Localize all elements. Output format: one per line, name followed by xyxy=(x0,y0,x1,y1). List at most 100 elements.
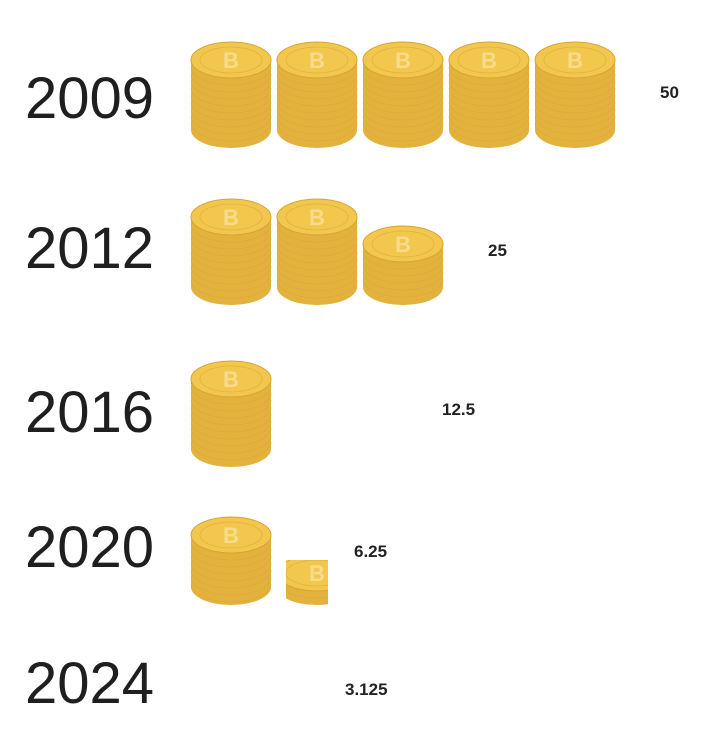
coin-ridge xyxy=(448,101,530,121)
coin-stack: B xyxy=(276,41,358,148)
coin-stack: B xyxy=(276,198,358,305)
coin-ridge xyxy=(276,80,358,100)
coin-top xyxy=(534,41,616,79)
coin-top xyxy=(190,41,272,79)
year-label-2020: 2020 xyxy=(25,515,154,580)
coin-ridge xyxy=(276,258,358,278)
coin-ridge xyxy=(190,441,272,461)
coin-ridge xyxy=(534,87,616,107)
coin-ridge xyxy=(448,115,530,135)
coin-ridge xyxy=(190,583,272,603)
coin-stack: B xyxy=(534,41,616,148)
coin-side xyxy=(277,60,357,148)
coin-side xyxy=(277,435,357,467)
coin-top-rim xyxy=(200,693,262,719)
coin-stack: B xyxy=(190,360,272,467)
coin-ridge xyxy=(286,590,328,599)
coin-symbol: B xyxy=(481,48,497,73)
coin-ridge xyxy=(362,115,444,135)
coin-top xyxy=(190,198,272,236)
coin-side xyxy=(191,60,271,148)
coin-symbol: B xyxy=(223,205,239,230)
coin-ridge xyxy=(534,73,616,93)
year-label-2012: 2012 xyxy=(25,216,154,281)
coin-ridge xyxy=(362,87,444,107)
coin-ridge xyxy=(190,399,272,419)
coin-ridge xyxy=(448,108,530,128)
coin-ridge xyxy=(190,541,272,561)
coin-ridge xyxy=(190,122,272,142)
coin-ridge xyxy=(276,223,358,243)
coin-ridge xyxy=(276,279,358,299)
coin-ridge xyxy=(362,66,444,86)
coin-ridge xyxy=(362,250,444,270)
coin-ridge xyxy=(534,101,616,121)
coin-side xyxy=(449,60,529,148)
coin-symbol: B xyxy=(309,205,325,230)
coin-ridge xyxy=(362,257,444,277)
coin-side xyxy=(191,706,271,731)
value-label-2012: 25 xyxy=(488,241,507,260)
coin-ridge xyxy=(190,258,272,278)
coin-stack: B xyxy=(190,41,272,148)
coin-ridge xyxy=(190,562,272,582)
coin-symbol: B xyxy=(223,367,239,392)
coin-ridge xyxy=(190,265,272,285)
coin-side xyxy=(535,60,615,148)
coin-ridge xyxy=(190,115,272,135)
coin-ridge xyxy=(276,237,358,257)
coin-symbol: B xyxy=(223,48,239,73)
coin-ridge xyxy=(276,272,358,292)
coin-top xyxy=(362,41,444,79)
year-label-2016: 2016 xyxy=(25,380,154,445)
coin-ridge xyxy=(448,73,530,93)
coin-side xyxy=(277,217,357,305)
coin-top xyxy=(277,417,357,453)
coin-ridge xyxy=(534,66,616,86)
coin-ridge xyxy=(190,413,272,433)
coin-top-rim xyxy=(286,560,328,587)
coin-ridge xyxy=(190,406,272,426)
coin-ridge xyxy=(190,101,272,121)
coin-top-rim xyxy=(199,365,263,393)
value-label-2009: 50 xyxy=(660,83,679,102)
coin-ridge xyxy=(276,66,358,86)
coin-ridge xyxy=(362,271,444,291)
coin-ridge xyxy=(191,713,271,731)
coin-ridge xyxy=(534,94,616,114)
coin-stack: B xyxy=(448,41,530,148)
coin-symbol: B xyxy=(395,232,411,257)
coin-top-rim xyxy=(543,46,607,74)
coin-ridge xyxy=(362,278,444,298)
coin-ridge xyxy=(362,73,444,93)
coin-top xyxy=(448,41,530,79)
coin-ridge xyxy=(190,73,272,93)
coin-side xyxy=(191,217,271,305)
coin-top-rim xyxy=(371,230,435,258)
coin-ridge xyxy=(362,94,444,114)
coin-ridge xyxy=(190,392,272,412)
coin-ridge xyxy=(362,122,444,142)
coin-ridge xyxy=(277,442,357,460)
coin-ridge xyxy=(276,87,358,107)
coin-ridge xyxy=(276,251,358,271)
coin-top xyxy=(276,198,358,236)
coin-ridge xyxy=(362,80,444,100)
coin-stack: B xyxy=(362,41,444,148)
coin-top xyxy=(191,688,271,724)
coin-side xyxy=(191,379,271,467)
coin-fraction: B xyxy=(286,560,328,605)
coin-symbol: B xyxy=(395,48,411,73)
coin-stack: B xyxy=(190,198,272,305)
coin-top-rim xyxy=(285,203,349,231)
coin-ridge xyxy=(190,420,272,440)
value-label-2024: 3.125 xyxy=(345,680,388,699)
year-label-2009: 2009 xyxy=(25,66,154,131)
coin-ridge xyxy=(534,115,616,135)
coin-ridge xyxy=(276,230,358,250)
coin-ridge xyxy=(190,576,272,596)
coin-ridge xyxy=(276,73,358,93)
